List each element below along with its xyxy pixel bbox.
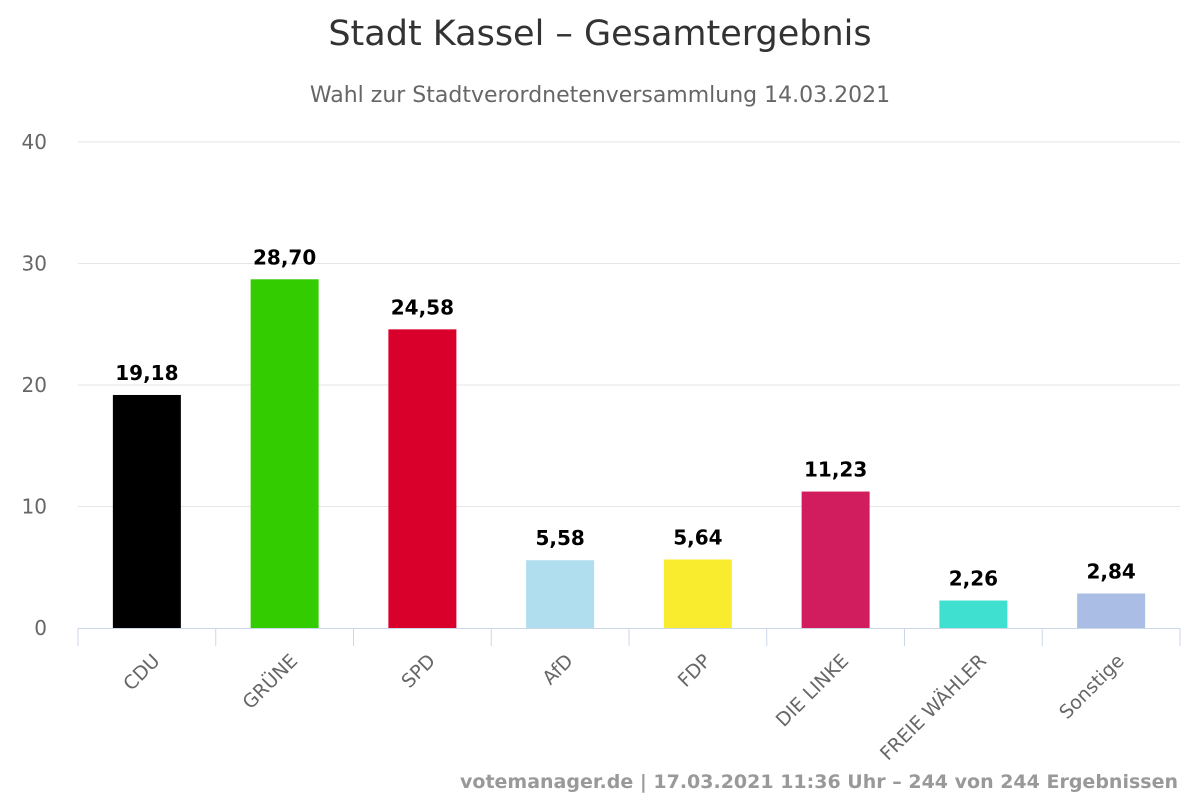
bar [1077,593,1146,628]
credits[interactable]: votemanager.de | 17.03.2021 11:36 Uhr – … [460,771,1178,793]
x-tick-label: SPD [397,650,440,693]
x-tick-label: Sonstige [1055,650,1129,724]
bar [663,559,732,628]
bar [388,329,457,628]
bar [250,279,319,628]
bar [112,394,181,628]
y-tick-label: 0 [34,616,47,640]
bar [801,491,870,628]
data-label: 19,18 [115,361,178,385]
data-label: 5,64 [673,525,722,549]
data-label: 2,26 [949,567,998,591]
y-tick-label: 30 [22,252,47,276]
bar [526,560,595,628]
bar [939,600,1008,628]
data-label: 5,58 [535,526,584,550]
chart-subtitle: Wahl zur Stadtverordnetenversammlung 14.… [309,83,891,108]
x-tick-label: GRÜNE [238,649,302,713]
y-tick-label: 20 [22,373,47,397]
y-tick-label: 40 [22,130,47,154]
x-tick-label: FDP [674,650,716,692]
x-tick-label: CDU [119,650,164,695]
data-label: 28,70 [253,245,316,269]
x-tick-label: FREIE WÄHLER [875,649,991,765]
data-label: 11,23 [804,458,867,482]
x-tick-label: DIE LINKE [772,650,853,731]
data-label: 24,58 [391,295,454,319]
data-label: 2,84 [1086,559,1135,583]
x-tick-label: AfD [538,650,577,689]
chart-title: Stadt Kassel – Gesamtergebnis [328,14,872,54]
y-tick-label: 10 [22,495,47,519]
